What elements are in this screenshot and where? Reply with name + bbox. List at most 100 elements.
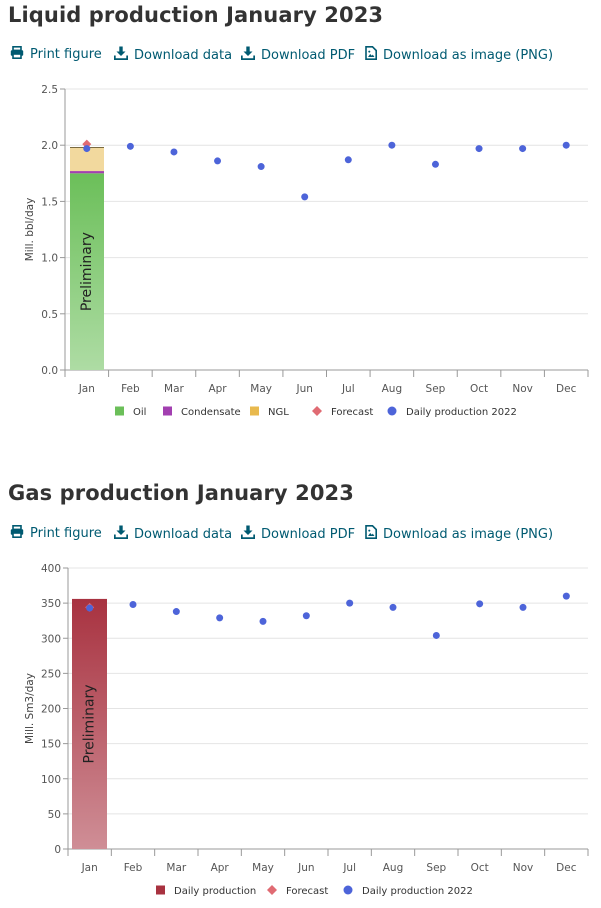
- print-figure-button[interactable]: Print figure: [10, 525, 102, 542]
- legend-marker-oil: [115, 406, 124, 416]
- x-tick-label: May: [252, 862, 274, 874]
- x-tick-label: Oct: [470, 383, 488, 395]
- download-data-button[interactable]: Download data: [113, 46, 233, 64]
- x-tick-label: Feb: [121, 383, 140, 395]
- download-pdf-label: Download PDF: [261, 47, 356, 63]
- y-tick-label: 100: [41, 774, 61, 786]
- x-tick-label: Mar: [166, 862, 186, 874]
- liquid-production-chart: 0.0 0.5 1.0 1.5 2.0 2.5 Mill. bbl/day Jan Feb Mar…: [24, 84, 589, 418]
- legend-label: Forecast: [286, 886, 328, 897]
- legend-marker-daily-production: [156, 885, 165, 895]
- x-tick-label: Jul: [341, 383, 355, 395]
- y-tick-label: 2.0: [41, 140, 58, 152]
- image-file-icon: [365, 46, 383, 64]
- y-tick-label: 0.0: [41, 365, 58, 377]
- download-pdf-label: Download PDF: [261, 526, 356, 542]
- download-data-button[interactable]: Download data: [113, 525, 233, 543]
- bar-ngl: [70, 147, 104, 172]
- x-tick-label: May: [250, 383, 272, 395]
- daily-production-2022-point: [172, 608, 180, 616]
- daily-production-2022-point: [519, 603, 527, 611]
- daily-production-2022-point: [83, 145, 91, 153]
- legend-label: Oil: [133, 407, 146, 418]
- x-tick-label: Jun: [296, 383, 313, 395]
- image-file-icon: [365, 525, 383, 543]
- daily-production-2022-point: [432, 631, 440, 639]
- print-figure-label: Print figure: [30, 526, 102, 541]
- y-tick-label: 350: [41, 598, 61, 610]
- liquid-section: Liquid production January 2023 Print fig…: [0, 0, 601, 440]
- print-figure-label: Print figure: [30, 47, 102, 62]
- daily-production-2022-point: [389, 603, 397, 611]
- daily-production-2022-point: [344, 156, 352, 164]
- y-tick-label: 2.5: [41, 84, 58, 96]
- x-tick-label: Jun: [297, 862, 314, 874]
- x-tick-label: Dec: [556, 383, 577, 395]
- y-tick-label: 1.5: [41, 196, 58, 208]
- x-tick-label: Apr: [208, 383, 227, 395]
- download-icon: [113, 525, 134, 543]
- x-tick-label: Oct: [471, 862, 489, 874]
- legend-marker-daily-production-2022: [343, 885, 353, 895]
- bar-annotation: Preliminary: [82, 684, 98, 763]
- y-tick-label: 1.0: [41, 253, 58, 265]
- x-tick-label: Sep: [426, 383, 446, 395]
- daily-production-2022-point: [519, 145, 527, 153]
- x-tick-label: Aug: [382, 383, 403, 395]
- print-figure-button[interactable]: Print figure: [10, 46, 102, 63]
- legend-label: Daily production 2022: [362, 886, 473, 897]
- download-png-button[interactable]: Download as image (PNG): [365, 46, 553, 64]
- y-tick-label: 150: [41, 739, 61, 751]
- download-icon: [240, 46, 261, 64]
- y-tick-label: 200: [41, 704, 61, 716]
- daily-production-2022-point: [476, 600, 484, 608]
- daily-production-2022-point: [346, 599, 354, 607]
- bar-daily-production: [72, 598, 107, 849]
- daily-production-2022-point: [214, 157, 222, 165]
- download-png-label: Download as image (PNG): [383, 47, 554, 63]
- print-icon: [10, 525, 30, 542]
- x-tick-label: Aug: [383, 862, 404, 874]
- x-tick-label: Mar: [164, 383, 184, 395]
- legend-label: Forecast: [331, 407, 373, 418]
- download-png-button[interactable]: Download as image (PNG): [365, 525, 553, 543]
- download-data-label: Download data: [134, 47, 233, 63]
- y-tick-label: 400: [41, 563, 61, 575]
- x-tick-label: Jan: [81, 862, 98, 874]
- legend-marker-daily-production-2022: [387, 406, 397, 416]
- daily-production-2022-point: [126, 142, 134, 150]
- chart-title: Liquid production January 2023: [8, 3, 384, 27]
- daily-production-2022-point: [302, 612, 310, 620]
- y-tick-label: 0: [54, 844, 61, 856]
- x-tick-label: Sep: [426, 862, 446, 874]
- daily-production-2022-point: [475, 145, 483, 153]
- download-data-label: Download data: [134, 526, 233, 542]
- download-icon: [113, 46, 134, 64]
- bar-annotation: Preliminary: [79, 232, 95, 311]
- y-tick-label: 250: [41, 668, 61, 680]
- x-tick-label: Jan: [78, 383, 95, 395]
- x-tick-label: Nov: [512, 383, 533, 395]
- x-tick-label: Feb: [124, 862, 143, 874]
- gas-section: Gas production January 2023 Print figure…: [0, 478, 601, 908]
- bar-condensate: [70, 171, 104, 174]
- download-icon: [240, 525, 261, 543]
- x-tick-label: Nov: [513, 862, 534, 874]
- download-pdf-button[interactable]: Download PDF: [240, 46, 356, 64]
- daily-production-2022-point: [431, 160, 439, 168]
- legend-label: NGL: [268, 407, 289, 418]
- daily-production-2022-point: [259, 617, 267, 625]
- legend-marker-forecast: [312, 406, 322, 416]
- x-tick-label: Apr: [211, 862, 230, 874]
- x-tick-label: Jul: [342, 862, 356, 874]
- y-tick-label: 0.5: [41, 309, 58, 321]
- print-icon: [10, 46, 30, 63]
- download-pdf-button[interactable]: Download PDF: [240, 525, 356, 543]
- daily-production-2022-point: [129, 601, 137, 609]
- daily-production-2022-point: [301, 193, 309, 201]
- daily-production-2022-point: [562, 592, 570, 600]
- y-tick-label: 300: [41, 633, 61, 645]
- bar-oil: [70, 173, 104, 370]
- legend-marker-forecast: [267, 885, 277, 895]
- daily-production-2022-point: [388, 141, 396, 149]
